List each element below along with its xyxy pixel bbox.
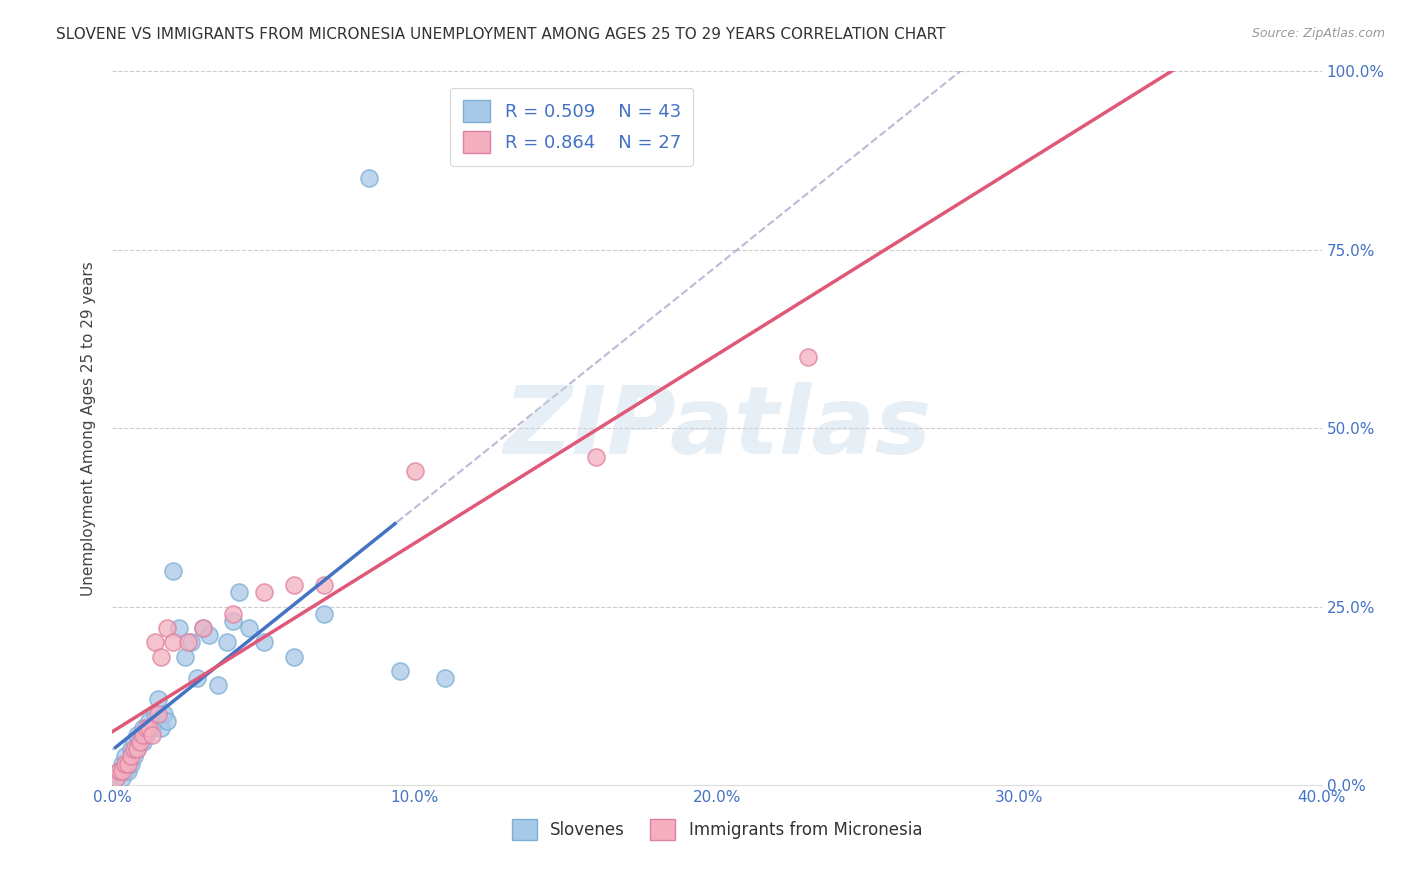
Point bbox=[120, 749, 142, 764]
Point bbox=[162, 635, 184, 649]
Point bbox=[141, 728, 163, 742]
Y-axis label: Unemployment Among Ages 25 to 29 years: Unemployment Among Ages 25 to 29 years bbox=[80, 260, 96, 596]
Point bbox=[110, 756, 132, 771]
Point bbox=[796, 350, 818, 364]
Point bbox=[117, 764, 139, 778]
Point bbox=[186, 671, 208, 685]
Point bbox=[156, 621, 179, 635]
Point bbox=[117, 756, 139, 771]
Point bbox=[283, 649, 305, 664]
Point bbox=[149, 721, 172, 735]
Point bbox=[253, 585, 276, 599]
Point bbox=[110, 764, 132, 778]
Point bbox=[107, 764, 129, 778]
Point bbox=[138, 714, 160, 728]
Point bbox=[122, 749, 145, 764]
Point bbox=[143, 706, 166, 721]
Point bbox=[135, 721, 157, 735]
Point bbox=[114, 749, 136, 764]
Point bbox=[114, 756, 136, 771]
Point bbox=[107, 764, 129, 778]
Point bbox=[132, 728, 155, 742]
Point bbox=[128, 735, 150, 749]
Text: SLOVENE VS IMMIGRANTS FROM MICRONESIA UNEMPLOYMENT AMONG AGES 25 TO 29 YEARS COR: SLOVENE VS IMMIGRANTS FROM MICRONESIA UN… bbox=[56, 27, 946, 42]
Text: Source: ZipAtlas.com: Source: ZipAtlas.com bbox=[1251, 27, 1385, 40]
Point bbox=[146, 692, 169, 706]
Point bbox=[283, 578, 305, 592]
Point bbox=[120, 756, 142, 771]
Text: ZIPatlas: ZIPatlas bbox=[503, 382, 931, 475]
Point bbox=[222, 607, 245, 621]
Point bbox=[125, 728, 148, 742]
Point bbox=[238, 621, 260, 635]
Point bbox=[153, 706, 176, 721]
Point bbox=[191, 621, 214, 635]
Point bbox=[314, 578, 336, 592]
Point bbox=[117, 756, 139, 771]
Point bbox=[135, 728, 157, 742]
Point bbox=[404, 464, 426, 478]
Point bbox=[149, 649, 172, 664]
Point bbox=[253, 635, 276, 649]
Point bbox=[222, 614, 245, 628]
Point bbox=[228, 585, 250, 599]
Point bbox=[388, 664, 411, 678]
Point bbox=[143, 635, 166, 649]
Point bbox=[146, 706, 169, 721]
Point bbox=[177, 635, 200, 649]
Point bbox=[122, 735, 145, 749]
Point bbox=[138, 721, 160, 735]
Point bbox=[314, 607, 336, 621]
Point bbox=[122, 742, 145, 756]
Point bbox=[125, 742, 148, 756]
Point bbox=[132, 721, 155, 735]
Point bbox=[359, 171, 381, 186]
Point bbox=[110, 771, 132, 785]
Point bbox=[141, 721, 163, 735]
Point bbox=[174, 649, 197, 664]
Point bbox=[191, 621, 214, 635]
Point bbox=[585, 450, 607, 464]
Point bbox=[217, 635, 239, 649]
Point bbox=[128, 735, 150, 749]
Point bbox=[104, 771, 127, 785]
Point bbox=[198, 628, 221, 642]
Point bbox=[162, 564, 184, 578]
Point bbox=[132, 735, 155, 749]
Legend: Slovenes, Immigrants from Micronesia: Slovenes, Immigrants from Micronesia bbox=[503, 811, 931, 848]
Point bbox=[120, 742, 142, 756]
Point bbox=[167, 621, 190, 635]
Point bbox=[180, 635, 202, 649]
Point bbox=[433, 671, 456, 685]
Point bbox=[207, 678, 229, 692]
Point bbox=[156, 714, 179, 728]
Point bbox=[125, 742, 148, 756]
Point bbox=[104, 771, 127, 785]
Point bbox=[114, 764, 136, 778]
